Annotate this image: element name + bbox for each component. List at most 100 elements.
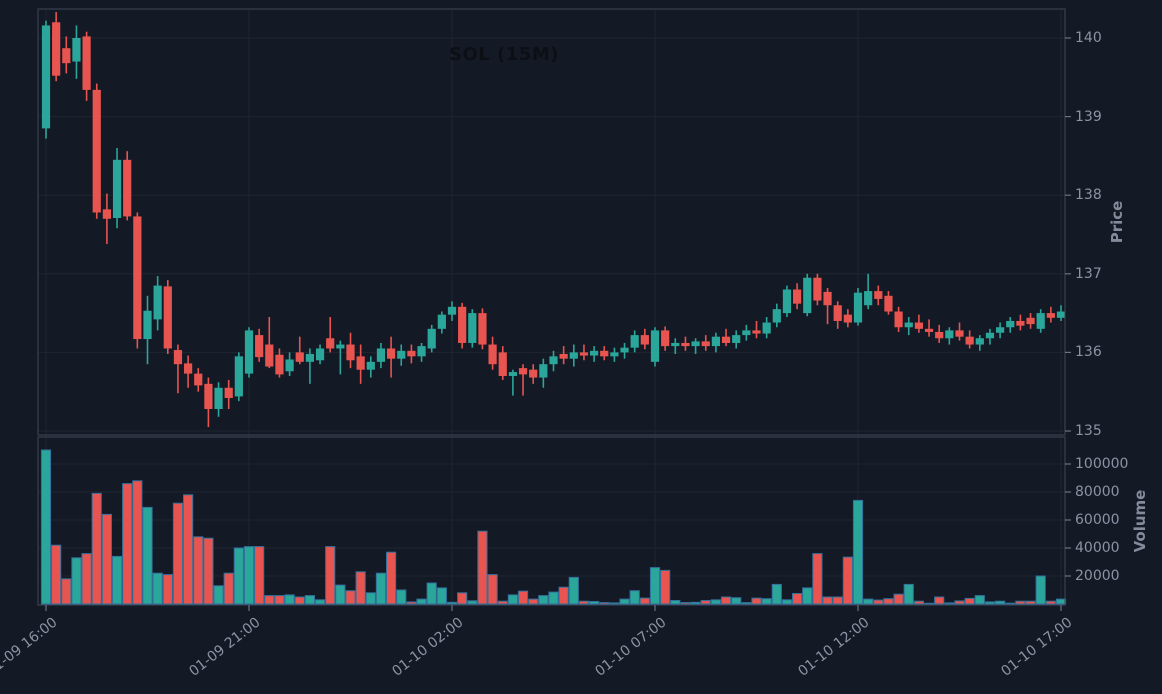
candle-down bbox=[123, 159, 132, 217]
volume-bar bbox=[446, 601, 458, 605]
candle-down bbox=[488, 344, 497, 365]
candle-down bbox=[884, 295, 893, 312]
candle-down bbox=[82, 36, 91, 90]
candle-up bbox=[468, 313, 477, 343]
volume-bar bbox=[964, 597, 975, 605]
candle-up bbox=[41, 25, 51, 129]
volume-bar bbox=[1055, 598, 1067, 605]
candle-up bbox=[630, 335, 639, 348]
price-tick-label: 137 bbox=[1075, 265, 1102, 282]
volume-bar bbox=[995, 600, 1006, 605]
volume-bar bbox=[142, 506, 153, 605]
volume-bar bbox=[599, 602, 610, 605]
candle-down bbox=[813, 277, 822, 301]
candle-down bbox=[133, 216, 142, 340]
candle-down bbox=[600, 350, 609, 357]
volume-bar bbox=[213, 585, 224, 605]
candle-down bbox=[701, 341, 710, 347]
volume-tick-label: 40000 bbox=[1075, 540, 1120, 556]
candle-up bbox=[864, 291, 873, 306]
candle-up bbox=[590, 350, 599, 356]
candle-down bbox=[914, 322, 923, 329]
volume-bar bbox=[1025, 600, 1036, 605]
candle-up bbox=[1056, 311, 1066, 318]
candle-up bbox=[1006, 320, 1015, 328]
volume-bar bbox=[720, 596, 732, 605]
candle-up bbox=[772, 309, 781, 323]
candle-down bbox=[326, 338, 335, 349]
volume-tick-label: 20000 bbox=[1075, 568, 1120, 584]
volume-tick-label: 60000 bbox=[1075, 512, 1120, 528]
volume-bar bbox=[761, 598, 772, 605]
volume-bar bbox=[974, 595, 985, 605]
volume-bar bbox=[436, 587, 447, 605]
candle-down bbox=[224, 387, 233, 398]
chart-title: SOL (15M) bbox=[449, 44, 559, 65]
volume-bar bbox=[507, 594, 518, 605]
candle-down bbox=[579, 352, 589, 356]
volume-bar bbox=[649, 567, 661, 605]
volume-bar bbox=[639, 597, 650, 605]
volume-bar bbox=[548, 591, 559, 605]
volume-bar bbox=[670, 600, 681, 605]
price-tick-label: 139 bbox=[1075, 108, 1102, 125]
candle-up bbox=[803, 277, 812, 314]
volume-bar bbox=[558, 586, 569, 605]
candle-down bbox=[894, 311, 903, 328]
volume-bar bbox=[162, 574, 173, 605]
volume-bar bbox=[274, 595, 285, 605]
volume-bar bbox=[152, 572, 163, 605]
candle-down bbox=[204, 383, 213, 409]
candle-up bbox=[366, 361, 375, 370]
volume-bar bbox=[934, 596, 945, 605]
volume-bar bbox=[589, 600, 600, 605]
volume-bar bbox=[355, 571, 366, 605]
candle-down bbox=[265, 344, 274, 367]
candle-up bbox=[711, 336, 720, 347]
candle-down bbox=[498, 352, 507, 376]
candle-down bbox=[955, 330, 964, 337]
volume-bar bbox=[61, 578, 72, 605]
candle-up bbox=[569, 352, 578, 359]
volume-panel-border bbox=[37, 436, 1066, 606]
candle-down bbox=[194, 373, 203, 386]
candle-down bbox=[102, 209, 111, 219]
volume-bar bbox=[893, 593, 904, 605]
volume-bar bbox=[172, 502, 184, 605]
candle-down bbox=[843, 314, 852, 323]
candle-up bbox=[762, 322, 771, 334]
candle-up bbox=[782, 289, 792, 314]
candle-down bbox=[407, 350, 416, 357]
price-tick-label: 140 bbox=[1075, 30, 1102, 46]
volume-bar bbox=[578, 600, 590, 605]
volume-bar bbox=[1045, 600, 1056, 605]
volume-bar bbox=[111, 555, 123, 605]
volume-bar bbox=[954, 600, 965, 605]
candle-down bbox=[184, 363, 193, 374]
volume-bar bbox=[203, 537, 214, 605]
candle-up bbox=[1036, 313, 1045, 329]
volume-bar bbox=[406, 601, 417, 605]
volume-bar bbox=[863, 598, 874, 605]
volume-bar bbox=[781, 599, 793, 605]
volume-bar bbox=[51, 544, 62, 605]
candle-up bbox=[742, 330, 751, 336]
volume-bar bbox=[852, 499, 864, 605]
volume-bar bbox=[944, 602, 955, 605]
volume-bar bbox=[183, 494, 194, 605]
candle-up bbox=[732, 335, 741, 343]
candle-up bbox=[376, 348, 386, 362]
candle-up bbox=[996, 327, 1005, 333]
volume-bar bbox=[802, 587, 813, 605]
volume-bar bbox=[81, 553, 92, 605]
volume-bar bbox=[101, 513, 113, 605]
volume-bar bbox=[304, 595, 315, 605]
candle-down bbox=[793, 289, 802, 304]
candle-down bbox=[924, 328, 934, 332]
volume-bar bbox=[132, 480, 143, 605]
price-axis-title: Price bbox=[1108, 200, 1126, 244]
volume-bar bbox=[629, 590, 640, 605]
volume-bar bbox=[1005, 602, 1016, 605]
candle-up bbox=[417, 346, 426, 357]
